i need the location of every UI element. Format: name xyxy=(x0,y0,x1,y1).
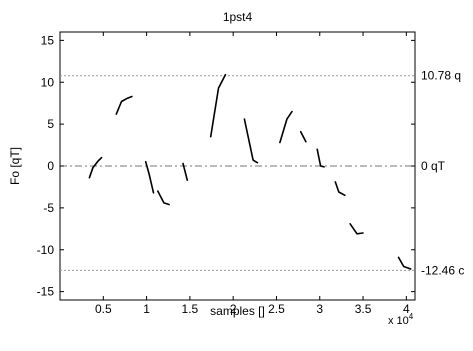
series-segment xyxy=(279,110,293,144)
y-tick-label: 15 xyxy=(41,33,55,47)
reference-line-label: 0 qT xyxy=(421,159,446,173)
data-series xyxy=(88,73,412,270)
series-segment xyxy=(115,95,133,115)
series-segment xyxy=(299,130,307,143)
x-axis-label: samples [] xyxy=(210,304,265,318)
x-tick-label: 2 xyxy=(230,302,237,316)
series-segment xyxy=(88,156,103,179)
x-axis-exponent-power: 4 xyxy=(409,312,414,321)
series-segment xyxy=(397,256,412,270)
series-segment xyxy=(243,118,259,164)
y-tick-label: -15 xyxy=(37,285,55,299)
series-segment xyxy=(334,181,346,197)
series-segment xyxy=(157,190,170,206)
reference-line-label: 10.78 q xyxy=(421,69,461,83)
chart-title: 1pst4 xyxy=(223,10,253,24)
y-tick-label: 10 xyxy=(41,75,55,89)
series-segment xyxy=(182,162,189,181)
x-tick-label: 0.5 xyxy=(95,302,112,316)
series-segment xyxy=(316,148,325,168)
series-segment xyxy=(209,73,227,138)
x-tick-label: 2.5 xyxy=(268,302,285,316)
y-tick-label: -5 xyxy=(43,201,54,215)
y-tick-label: 5 xyxy=(47,117,54,131)
x-axis-exponent-base: x 10 xyxy=(388,315,409,327)
y-tick-label: -10 xyxy=(37,243,55,257)
x-axis-exponent: x 104 xyxy=(388,312,414,327)
x-tick-label: 3 xyxy=(316,302,323,316)
series-segment xyxy=(144,161,155,194)
x-tick-label: 1 xyxy=(143,302,150,316)
reference-lines: 10.78 q 0 qT -12.46 c xyxy=(60,69,464,277)
reference-line-label: -12.46 c xyxy=(421,263,464,277)
x-tick-label: 3.5 xyxy=(355,302,372,316)
y-tick-label: 0 xyxy=(47,159,54,173)
x-tick-label: 1.5 xyxy=(182,302,199,316)
y-axis-label: Fo [qT] xyxy=(8,147,22,185)
series-segment xyxy=(349,223,364,235)
axis-ticks: 0.5 1 1.5 2 2.5 3 3.5 4 -15 -10 -5 0 5 10 15 xyxy=(37,32,415,316)
x-tick-label: 4 xyxy=(403,302,410,316)
